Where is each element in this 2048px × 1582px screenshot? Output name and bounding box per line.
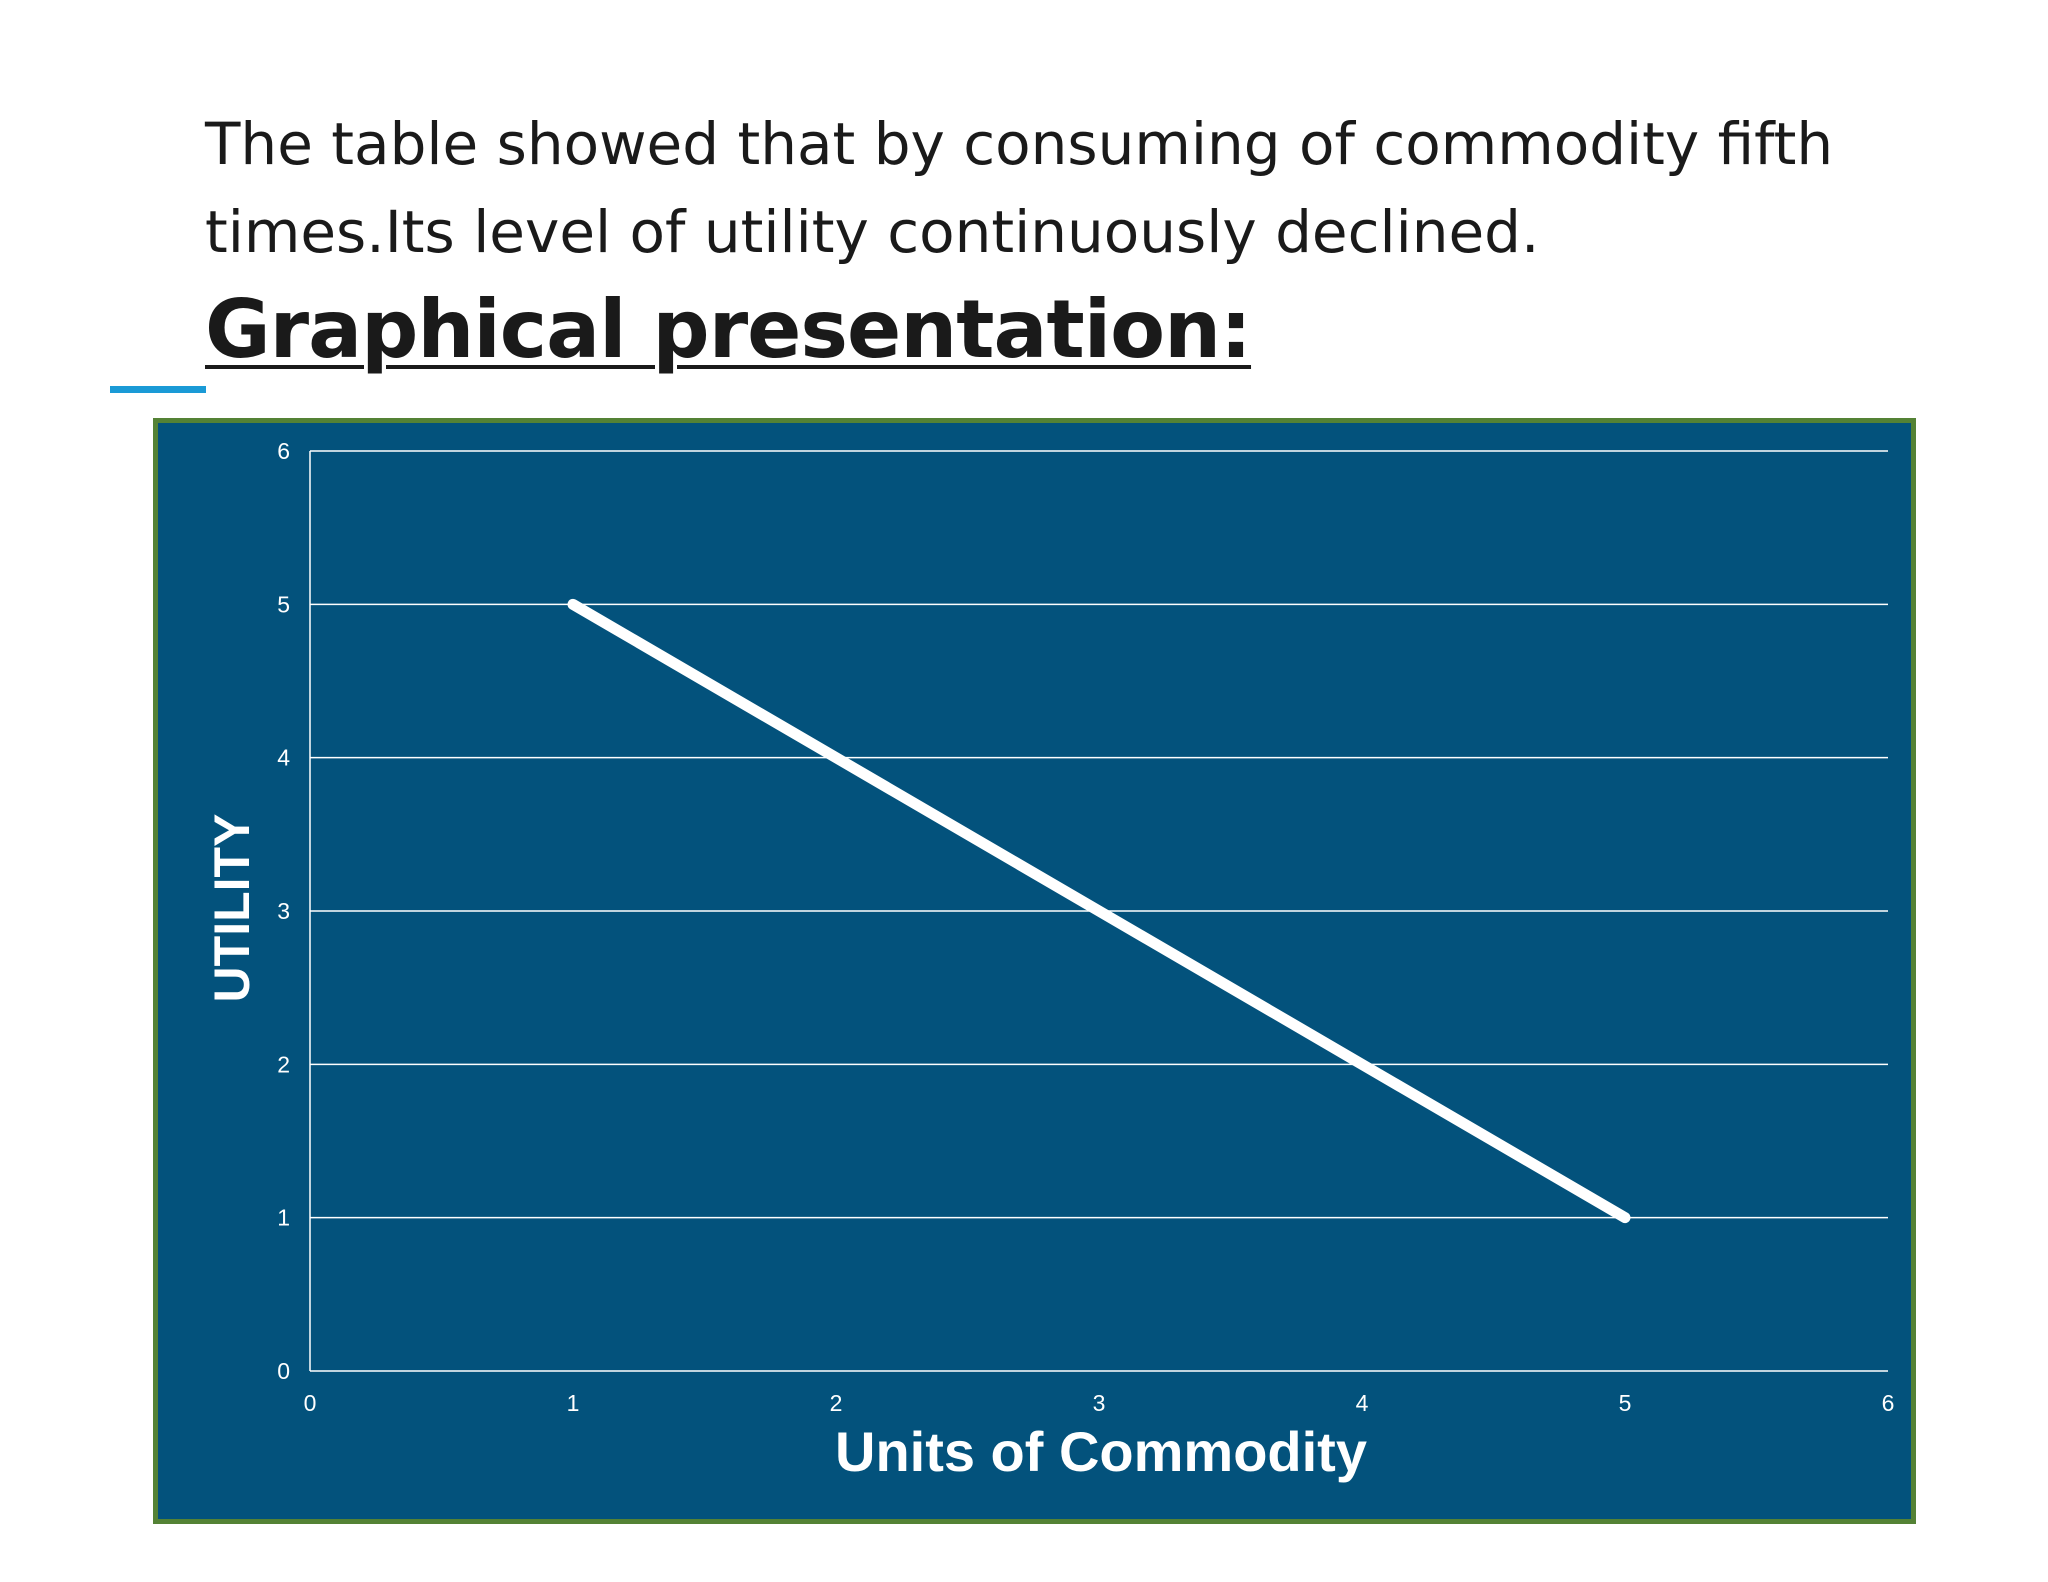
accent-bar (110, 386, 206, 393)
y-tick-label: 1 (277, 1205, 290, 1231)
x-tick-label: 2 (830, 1390, 843, 1416)
description-line-2: times.Its level of utility continuously … (205, 198, 1540, 266)
section-heading: Graphical presentation: (205, 283, 1252, 376)
series-lines (567, 598, 1631, 1224)
y-axis-title: UTILITY (204, 814, 260, 1003)
x-tick-labels: 0 1 2 3 4 5 6 (304, 1390, 1895, 1416)
y-tick-label: 6 (277, 438, 290, 464)
y-tick-label: 0 (277, 1358, 290, 1384)
axes (309, 451, 1888, 1372)
y-tick-label: 5 (277, 591, 290, 617)
x-axis-title: Units of Commodity (835, 1420, 1367, 1483)
y-tick-labels: 0 1 2 3 4 5 6 (277, 438, 290, 1384)
y-tick-label: 3 (277, 898, 290, 924)
line-chart: 0 1 2 3 4 5 6 0 1 2 3 4 5 6 Units of Commodity UTILI… (204, 438, 1895, 1483)
x-tick-label: 4 (1356, 1390, 1369, 1416)
gridlines (310, 450, 1888, 1219)
description-paragraph: The table showed that by consuming of co… (205, 100, 1855, 276)
description-line-1: The table showed that by consuming of co… (205, 110, 1834, 178)
x-tick-label: 6 (1882, 1390, 1895, 1416)
x-tick-label: 0 (304, 1390, 317, 1416)
y-tick-label: 4 (277, 745, 290, 771)
chart-container: 0 1 2 3 4 5 6 0 1 2 3 4 5 6 Units of Commodity UTILI… (153, 418, 1916, 1524)
y-tick-label: 2 (277, 1051, 290, 1077)
x-tick-label: 3 (1093, 1390, 1106, 1416)
x-tick-label: 1 (567, 1390, 580, 1416)
x-tick-label: 5 (1619, 1390, 1632, 1416)
